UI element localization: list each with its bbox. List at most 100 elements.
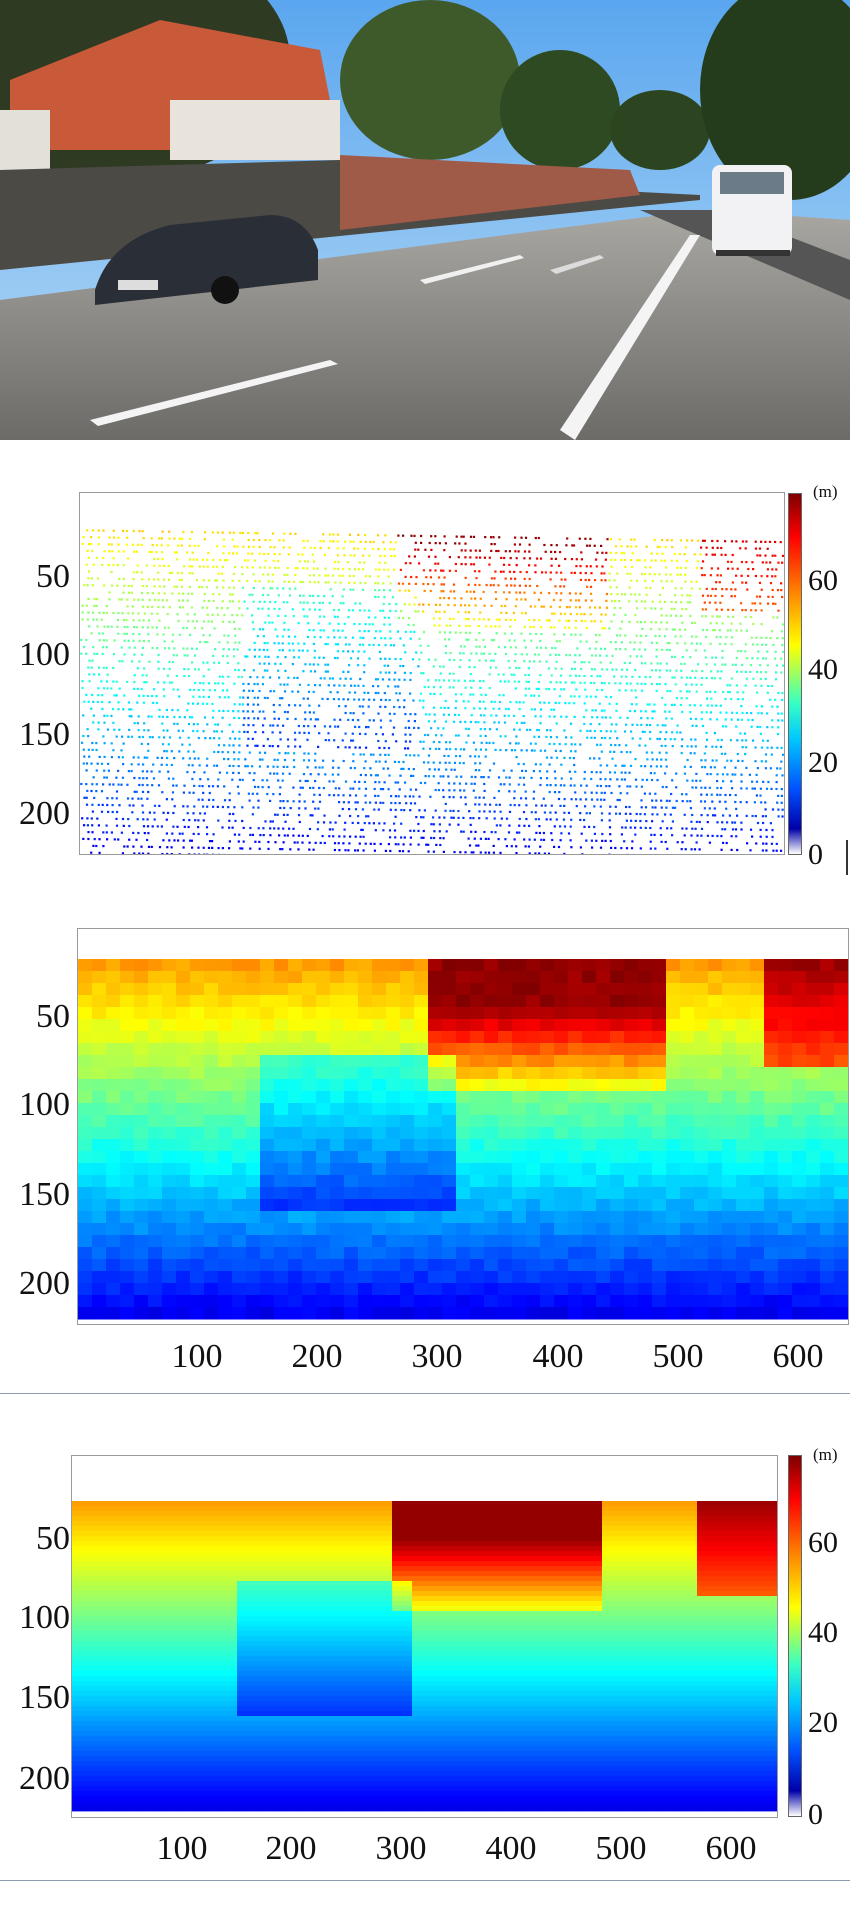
depth-point — [695, 580, 698, 583]
depth-point — [640, 723, 643, 726]
depth-point — [533, 735, 536, 738]
depth-point — [399, 658, 402, 661]
depth-block — [274, 1031, 289, 1044]
depth-point — [328, 794, 331, 797]
depth-point — [771, 575, 774, 578]
depth-block — [218, 1043, 233, 1056]
depth-point — [393, 705, 396, 709]
depth-block — [778, 1067, 793, 1080]
depth-point — [668, 648, 671, 652]
depth-point — [539, 722, 542, 725]
depth-point — [532, 790, 536, 793]
depth-point — [165, 750, 169, 753]
depth-point — [678, 553, 681, 556]
depth-point — [412, 623, 415, 627]
depth-point — [729, 684, 732, 687]
depth-point — [533, 749, 536, 752]
depth-point — [457, 823, 460, 826]
depth-point — [504, 618, 508, 621]
depth-point — [508, 776, 511, 779]
depth-point — [183, 716, 186, 719]
depth-point — [542, 838, 546, 841]
depth-point — [563, 804, 566, 807]
depth-point — [312, 786, 315, 789]
depth-point — [695, 683, 698, 686]
depth-point — [708, 601, 711, 604]
depth-point — [95, 742, 98, 745]
depth-point — [680, 614, 683, 617]
depth-point — [683, 553, 686, 556]
depth-point — [720, 738, 723, 742]
depth-point — [211, 716, 214, 719]
depth-point — [86, 618, 89, 621]
depth-point — [271, 745, 274, 748]
depth-point — [319, 636, 322, 639]
depth-point — [161, 530, 164, 533]
depth-point — [216, 613, 220, 616]
depth-point — [694, 717, 698, 721]
depth-point — [112, 557, 115, 560]
depth-point — [537, 818, 540, 821]
depth-point — [130, 591, 133, 594]
depth-point — [356, 849, 359, 852]
depth-point — [353, 547, 356, 550]
depth-point — [351, 821, 354, 824]
depth-point — [741, 609, 744, 612]
depth-point — [237, 710, 240, 713]
depth-point — [110, 687, 113, 690]
depth-point — [333, 560, 336, 564]
depth-point — [329, 725, 332, 728]
depth-point — [468, 631, 472, 634]
depth-point — [523, 557, 526, 560]
depth-point — [202, 819, 205, 822]
depth-block — [750, 1019, 765, 1032]
depth-point — [604, 613, 607, 616]
depth-point — [517, 762, 520, 766]
depth-point — [161, 557, 164, 561]
depth-block — [232, 1079, 247, 1092]
depth-point — [450, 768, 453, 771]
depth-point — [449, 590, 452, 593]
depth-point — [660, 799, 663, 802]
depth-point — [624, 689, 627, 692]
depth-point — [665, 669, 668, 672]
depth-point — [659, 545, 662, 548]
depth-block — [372, 1055, 387, 1068]
depth-point — [585, 626, 588, 630]
depth-point — [661, 587, 664, 590]
depth-block — [568, 983, 583, 996]
depth-point — [638, 593, 641, 596]
depth-point — [438, 747, 441, 750]
depth-point — [409, 740, 412, 743]
depth-point — [671, 676, 674, 679]
depth-point — [716, 821, 719, 824]
depth-point — [167, 544, 170, 547]
depth-point — [181, 743, 184, 746]
depth-point — [771, 595, 774, 598]
depth-point — [468, 659, 471, 662]
depth-point — [353, 780, 356, 783]
depth-point — [554, 777, 557, 780]
depth-point — [478, 796, 481, 799]
depth-point — [102, 845, 105, 848]
depth-point — [106, 714, 109, 717]
depth-point — [132, 550, 136, 553]
depth-point — [651, 751, 654, 754]
depth-point — [97, 728, 100, 731]
depth-point — [609, 805, 612, 808]
depth-point — [589, 695, 592, 698]
depth-point — [173, 715, 176, 719]
depth-point — [670, 792, 673, 796]
depth-block — [134, 983, 149, 996]
depth-block — [610, 1079, 625, 1092]
depth-point — [162, 839, 165, 842]
depth-point — [387, 788, 390, 791]
depth-block — [652, 1043, 667, 1056]
depth-point — [91, 741, 94, 745]
depth-point — [402, 616, 405, 620]
depth-block — [750, 1055, 765, 1068]
depth-point — [654, 806, 657, 809]
depth-point — [745, 766, 748, 769]
depth-point — [504, 577, 507, 580]
depth-point — [238, 737, 241, 740]
